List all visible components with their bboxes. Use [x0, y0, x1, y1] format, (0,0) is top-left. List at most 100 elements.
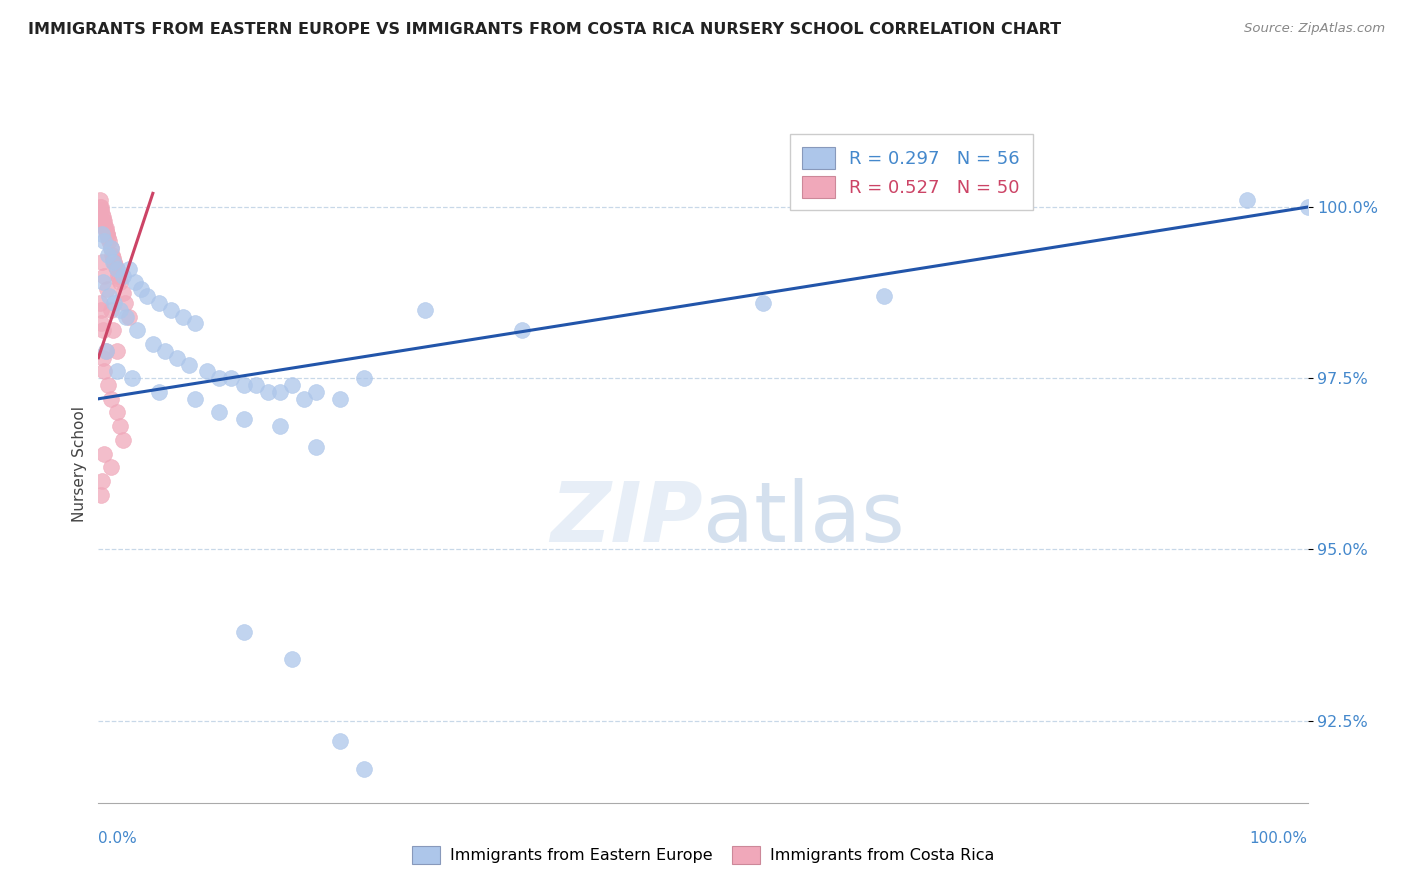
Point	[91, 213, 114, 227]
Point	[179, 358, 201, 372]
Point	[98, 235, 121, 249]
Point	[232, 412, 254, 426]
Point	[100, 241, 122, 255]
Point	[114, 296, 136, 310]
Point	[305, 440, 328, 454]
Point	[93, 213, 115, 227]
Point	[105, 261, 128, 276]
Point	[1296, 200, 1319, 214]
Point	[91, 474, 114, 488]
Point	[105, 261, 128, 276]
Point	[124, 276, 146, 290]
Point	[91, 211, 114, 225]
Point	[1236, 193, 1258, 207]
Point	[107, 268, 129, 283]
Point	[281, 652, 304, 666]
Text: ZIP: ZIP	[550, 477, 703, 558]
Point	[97, 378, 120, 392]
Point	[108, 276, 131, 290]
Point	[96, 227, 118, 242]
Point	[111, 433, 134, 447]
Point	[90, 488, 112, 502]
Point	[93, 235, 115, 249]
Point	[256, 384, 278, 399]
Point	[413, 302, 436, 317]
Point	[221, 371, 243, 385]
Point	[100, 460, 122, 475]
Point	[232, 624, 254, 639]
Point	[90, 203, 112, 218]
Point	[91, 207, 114, 221]
Point	[105, 405, 128, 419]
Point	[160, 302, 183, 317]
Point	[115, 310, 138, 324]
Point	[353, 371, 375, 385]
Point	[184, 317, 207, 331]
Point	[142, 337, 165, 351]
Text: Source: ZipAtlas.com: Source: ZipAtlas.com	[1244, 22, 1385, 36]
Point	[510, 323, 533, 337]
Point	[94, 220, 117, 235]
Point	[353, 762, 375, 776]
Point	[148, 296, 170, 310]
Point	[108, 302, 131, 317]
Point	[101, 323, 124, 337]
Point	[100, 241, 122, 255]
Point	[94, 220, 117, 235]
Point	[103, 296, 125, 310]
Point	[105, 364, 128, 378]
Point	[96, 227, 118, 242]
Point	[94, 343, 117, 358]
Point	[172, 310, 194, 324]
Point	[281, 378, 304, 392]
Point	[118, 310, 141, 324]
Point	[105, 343, 128, 358]
Point	[93, 217, 115, 231]
Point	[232, 378, 254, 392]
Point	[148, 384, 170, 399]
Point	[91, 276, 114, 290]
Point	[153, 343, 176, 358]
Text: 0.0%: 0.0%	[98, 831, 138, 847]
Text: atlas: atlas	[703, 477, 904, 558]
Point	[111, 285, 134, 300]
Point	[89, 193, 111, 207]
Point	[93, 364, 115, 378]
Point	[96, 224, 118, 238]
Point	[90, 317, 112, 331]
Point	[329, 392, 352, 406]
Point	[94, 343, 117, 358]
Point	[91, 255, 114, 269]
Point	[103, 255, 125, 269]
Point	[305, 384, 328, 399]
Point	[166, 351, 188, 365]
Point	[121, 371, 143, 385]
Point	[108, 419, 131, 434]
Legend: Immigrants from Eastern Europe, Immigrants from Costa Rica: Immigrants from Eastern Europe, Immigran…	[405, 839, 1001, 871]
Point	[104, 258, 127, 272]
Text: 100.0%: 100.0%	[1250, 831, 1308, 847]
Point	[269, 419, 291, 434]
Point	[208, 371, 231, 385]
Point	[101, 255, 124, 269]
Point	[129, 282, 152, 296]
Point	[752, 296, 775, 310]
Point	[97, 248, 120, 262]
Point	[93, 446, 115, 460]
Point	[127, 323, 149, 337]
Point	[108, 272, 131, 286]
Point	[96, 282, 118, 296]
Point	[91, 351, 114, 365]
Point	[89, 200, 111, 214]
Point	[269, 384, 291, 399]
Point	[208, 405, 231, 419]
Point	[98, 289, 121, 303]
Point	[329, 734, 352, 748]
Point	[245, 378, 267, 392]
Point	[100, 302, 122, 317]
Point	[97, 231, 120, 245]
Point	[90, 302, 112, 317]
Point	[111, 268, 134, 283]
Point	[101, 252, 124, 266]
Point	[118, 261, 141, 276]
